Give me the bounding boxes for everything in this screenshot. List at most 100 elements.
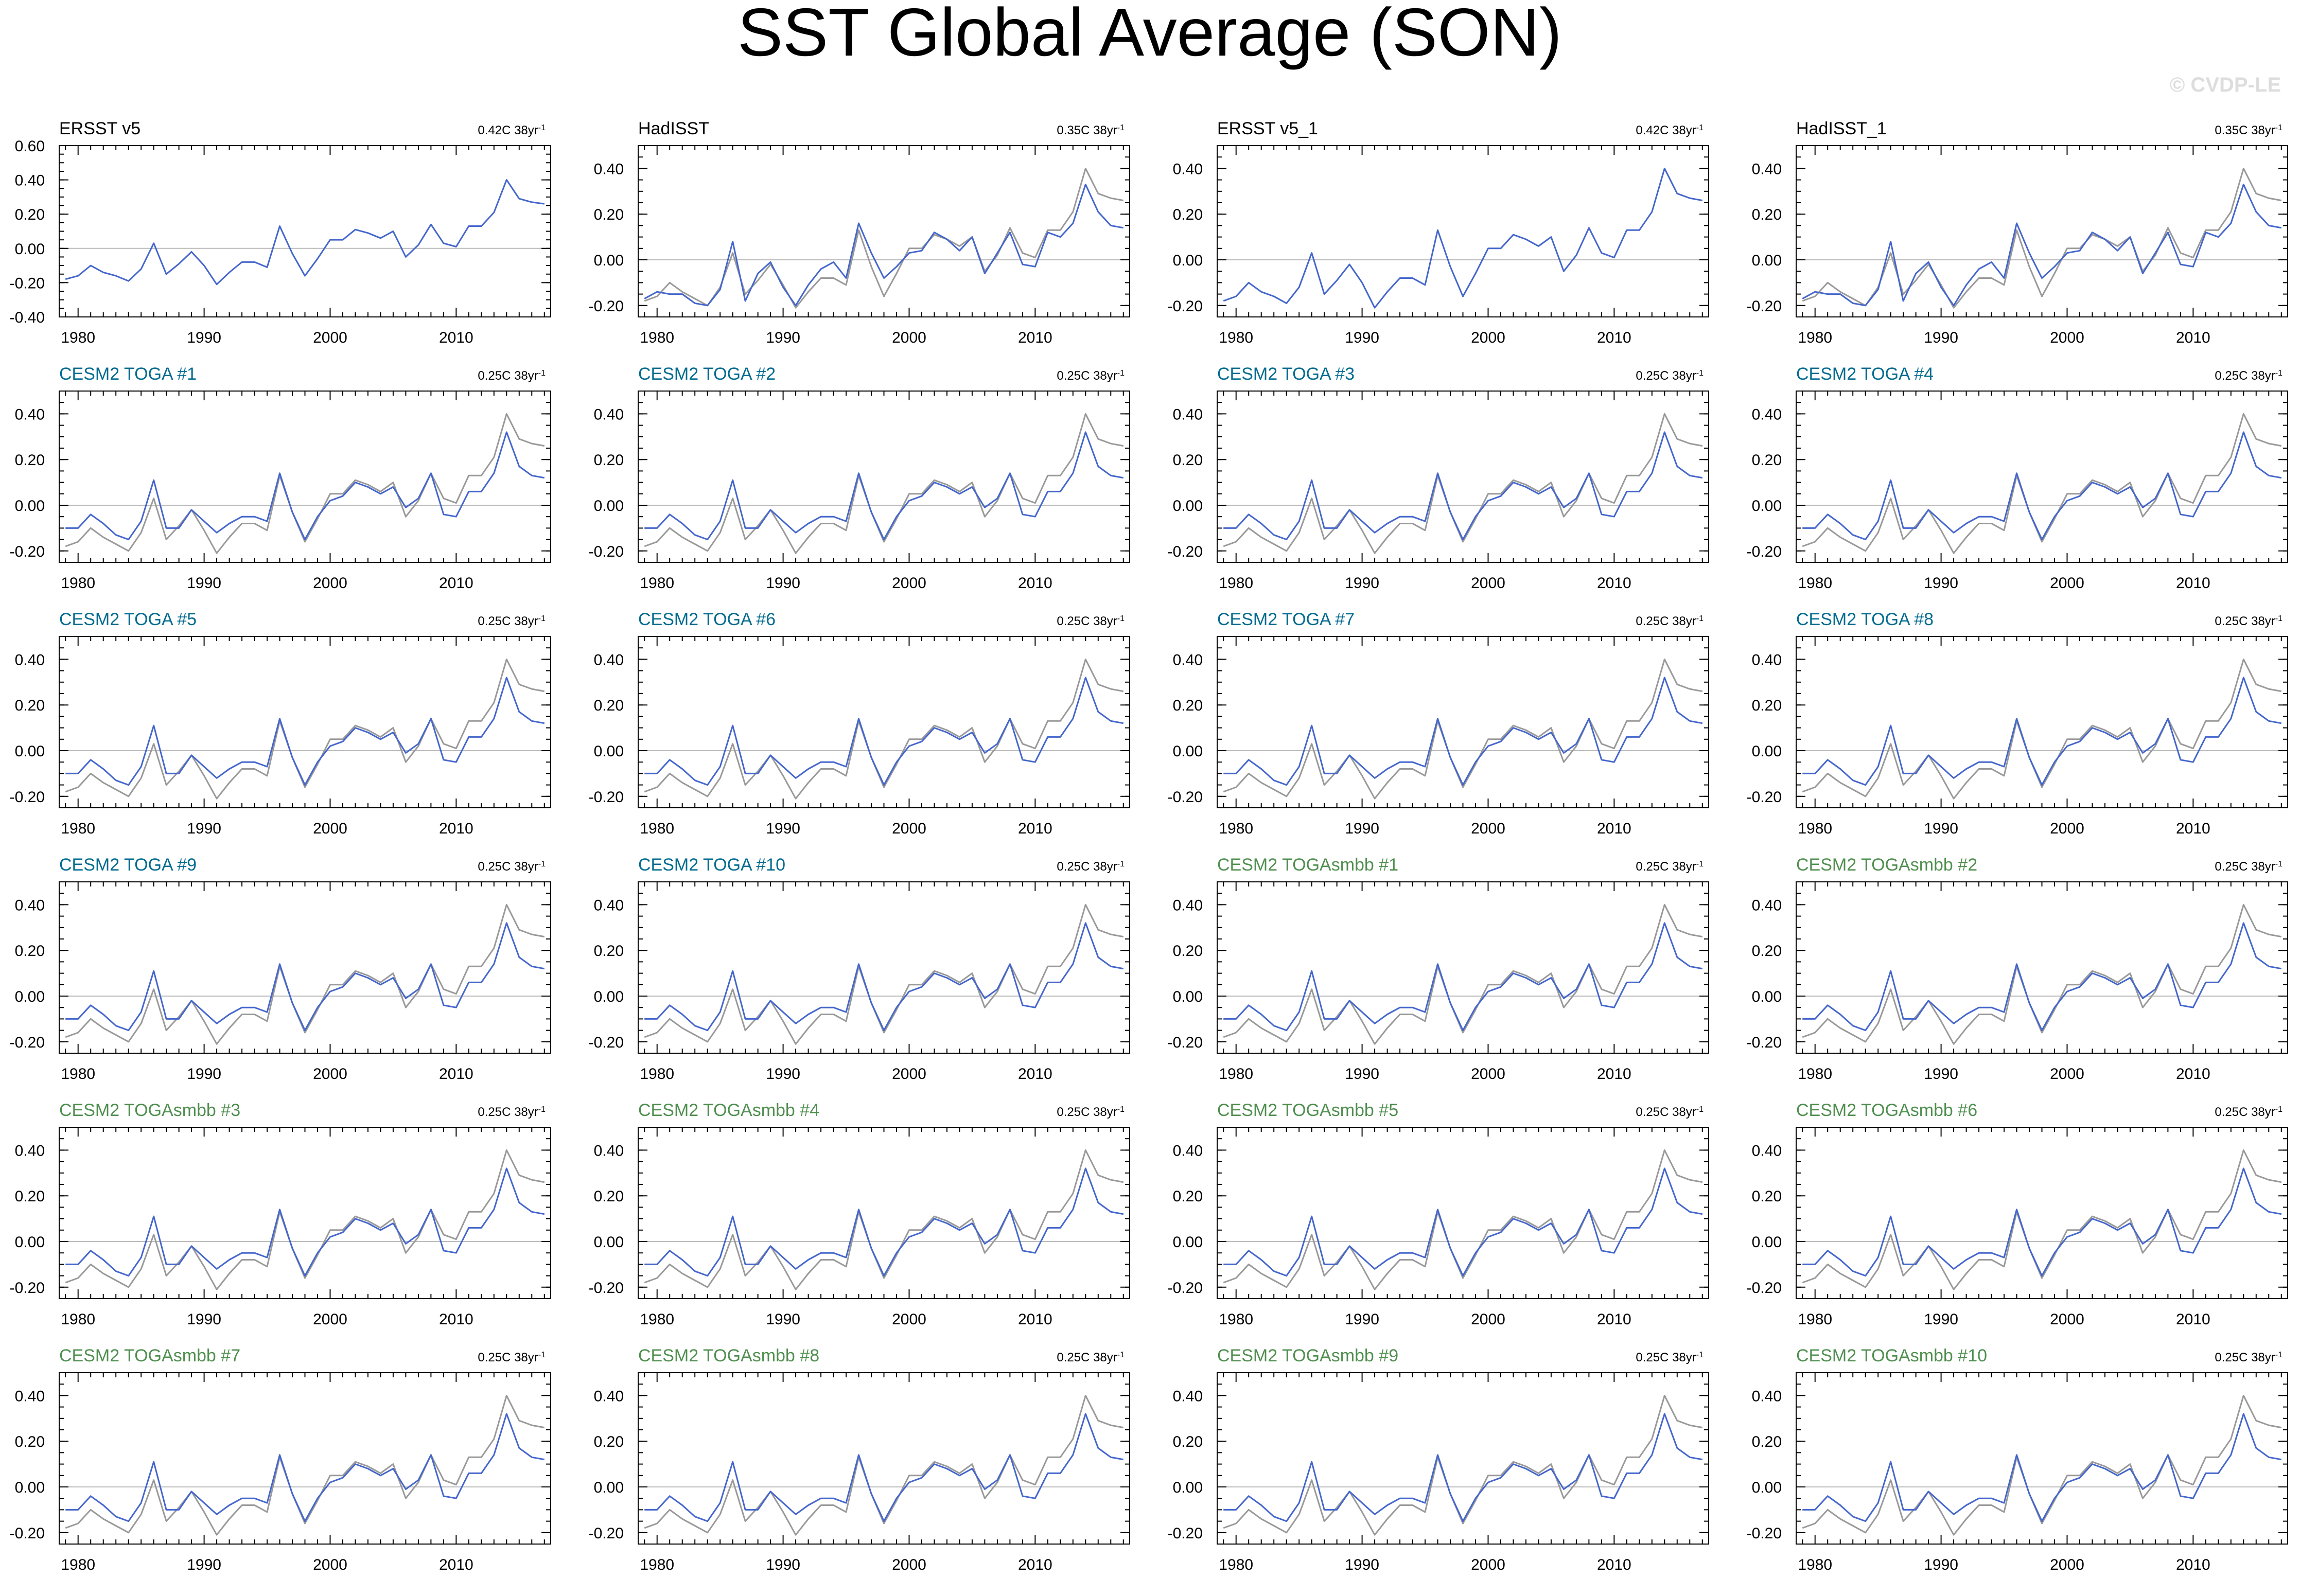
panel: CESM2 TOGAsmbb #7 0.25C 38yr-1 1980 1990 200…	[10, 1346, 551, 1573]
panel-title: CESM2 TOGA #7	[1217, 610, 1355, 629]
x-tick-label: 1980	[1798, 1311, 1832, 1328]
y-tick-label: -0.20	[589, 1525, 624, 1542]
panel: CESM2 TOGAsmbb #4 0.25C 38yr-1 1980 1990 200…	[589, 1101, 1130, 1328]
y-tick-label: 0.40	[15, 172, 45, 189]
x-tick-label: 2000	[2050, 820, 2084, 837]
x-tick-label: 1990	[766, 1311, 800, 1328]
series-line-reference	[65, 1394, 545, 1536]
panel-title: CESM2 TOGAsmbb #7	[59, 1346, 240, 1366]
panel-grid: ERSST v5 0.42C 38yr-1 1980 1990 2000 2010 0.60…	[10, 119, 2288, 1573]
y-tick-label: 0.40	[1173, 406, 1203, 423]
y-tick-label: 0.20	[1173, 452, 1203, 469]
x-tick-label: 2010	[439, 1311, 473, 1328]
x-tick-label: 1980	[640, 820, 674, 837]
x-tick-label: 2000	[313, 1556, 347, 1573]
panel-title: CESM2 TOGAsmbb #8	[638, 1346, 819, 1366]
y-tick-label: 0.00	[15, 1479, 45, 1496]
y-tick-label: 0.00	[15, 498, 45, 515]
y-tick-label: 0.20	[1173, 697, 1203, 714]
x-tick-label: 1990	[1345, 1311, 1379, 1328]
panel: CESM2 TOGA #1 0.25C 38yr-1 1980 1990 2000 201…	[10, 364, 551, 592]
series-line-reference	[1802, 167, 2282, 309]
trend-label: 0.25C 38yr-1	[1057, 369, 1125, 383]
trend-label: 0.25C 38yr-1	[478, 614, 546, 629]
x-tick-label: 2010	[2176, 575, 2210, 592]
y-tick-label: 0.40	[1752, 406, 1782, 423]
plot-frame	[638, 881, 1130, 1054]
x-tick-label: 1990	[1924, 329, 1958, 346]
series-line-reference	[1802, 1149, 2282, 1290]
panel-title: CESM2 TOGAsmbb #10	[1796, 1346, 1987, 1366]
x-tick-label: 1990	[187, 1556, 221, 1573]
panel-title: CESM2 TOGA #8	[1796, 610, 1934, 629]
series-line-reference	[644, 658, 1124, 800]
x-tick-label: 2010	[1597, 820, 1631, 837]
y-tick-label: -0.20	[10, 275, 45, 292]
x-tick-label: 1980	[1219, 1066, 1253, 1083]
series-line-main	[644, 677, 1124, 786]
x-tick-label: 1980	[640, 1066, 674, 1083]
y-tick-label: 0.00	[594, 1479, 624, 1496]
series-line-reference	[644, 167, 1124, 309]
x-tick-label: 1990	[1924, 1556, 1958, 1573]
x-tick-label: 1980	[640, 1556, 674, 1573]
x-tick-label: 1980	[1798, 329, 1832, 346]
y-tick-label: -0.20	[10, 1280, 45, 1297]
plot-frame	[1796, 1127, 2288, 1299]
y-tick-label: 0.20	[594, 943, 624, 960]
series-line-main	[1802, 1413, 2282, 1522]
series-line-main	[1223, 677, 1703, 786]
panel-title: CESM2 TOGA #10	[638, 855, 785, 875]
trend-label: 0.25C 38yr-1	[1636, 1351, 1704, 1365]
x-tick-label: 2010	[439, 329, 473, 346]
panel: HadISST 0.35C 38yr-1 1980 1990 2000 2010 0.40 0…	[589, 119, 1130, 346]
y-tick-label: 0.40	[1173, 897, 1203, 914]
trend-label: 0.25C 38yr-1	[2215, 614, 2283, 629]
series-line-reference	[65, 903, 545, 1045]
panel-title: CESM2 TOGA #3	[1217, 364, 1355, 384]
panel: CESM2 TOGAsmbb #10 0.25C 38yr-1 1980 1990 20…	[1747, 1346, 2288, 1573]
plot-frame	[638, 145, 1130, 317]
y-tick-label: -0.20	[1168, 1034, 1203, 1051]
series-line-main	[644, 1413, 1124, 1522]
y-tick-label: -0.20	[10, 789, 45, 806]
x-tick-label: 2010	[1018, 1311, 1052, 1328]
x-tick-label: 2010	[1018, 1556, 1052, 1573]
panel: CESM2 TOGA #6 0.25C 38yr-1 1980 1990 2000 201…	[589, 610, 1130, 837]
y-tick-label: 0.20	[594, 206, 624, 223]
y-tick-label: 0.20	[1752, 1188, 1782, 1205]
plot-frame	[1796, 881, 2288, 1054]
x-tick-label: 2010	[1597, 1311, 1631, 1328]
y-tick-label: -0.20	[10, 543, 45, 560]
y-tick-label: 0.00	[1752, 743, 1782, 760]
trend-label: 0.25C 38yr-1	[1636, 860, 1704, 874]
panel-title: CESM2 TOGAsmbb #3	[59, 1101, 240, 1120]
y-tick-label: 0.20	[594, 1433, 624, 1450]
series-line-main	[1223, 431, 1703, 541]
x-tick-label: 1990	[1345, 575, 1379, 592]
series-line-reference	[1802, 658, 2282, 800]
trend-label: 0.25C 38yr-1	[2215, 1105, 2283, 1120]
x-tick-label: 2000	[892, 1556, 926, 1573]
panel-title: CESM2 TOGAsmbb #2	[1796, 855, 1977, 875]
series-line-reference	[1223, 658, 1703, 800]
series-line-main	[1223, 922, 1703, 1032]
x-tick-label: 1980	[640, 1311, 674, 1328]
x-tick-label: 2010	[2176, 1556, 2210, 1573]
x-tick-label: 2000	[1471, 820, 1505, 837]
panel: CESM2 TOGA #2 0.25C 38yr-1 1980 1990 2000 201…	[589, 364, 1130, 592]
plot-frame	[59, 1127, 551, 1299]
series-line-main	[1223, 167, 1703, 309]
y-tick-label: -0.20	[589, 298, 624, 315]
panel-title: CESM2 TOGA #5	[59, 610, 197, 629]
y-tick-label: 0.20	[1173, 206, 1203, 223]
x-tick-label: 2010	[1018, 329, 1052, 346]
y-tick-label: 0.00	[594, 498, 624, 515]
trend-label: 0.25C 38yr-1	[1636, 614, 1704, 629]
y-tick-label: 0.40	[1752, 1388, 1782, 1405]
y-tick-label: -0.20	[589, 1034, 624, 1051]
y-tick-label: 0.60	[15, 138, 45, 155]
series-line-main	[1223, 1413, 1703, 1522]
series-line-reference	[644, 1149, 1124, 1290]
panel-title: CESM2 TOGA #4	[1796, 364, 1934, 384]
